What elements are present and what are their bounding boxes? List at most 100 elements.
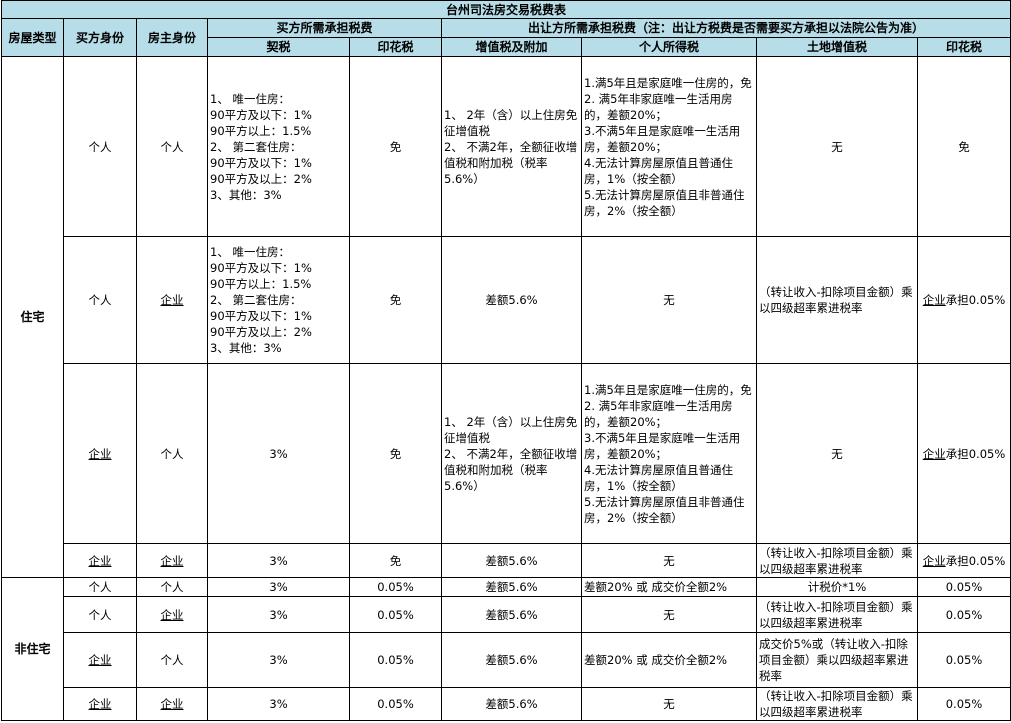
header-income-tax: 个人所得税 bbox=[581, 37, 757, 57]
header-deed-tax: 契税 bbox=[207, 37, 350, 57]
header-stamp-tax-seller: 印花税 bbox=[917, 37, 1011, 57]
header-stamp-tax-buyer: 印花税 bbox=[349, 37, 442, 57]
header-buyer-taxes: 买方所需承担税费 bbox=[207, 18, 442, 38]
table-row: 个人 企业 1、 唯一住房： 90平方及以下：1% 90平方以上：1.5% 2、 第… bbox=[2, 236, 1011, 364]
header-seller-taxes: 出让方所需承担税费（注：出让方税费是否需要买方承担以法院公告为准） bbox=[441, 18, 1011, 38]
table-row: 企业 个人 3% 0.05% 差额5.6% 差额20% 或 成交价全额2% 成交价5%或（转… bbox=[2, 632, 1011, 688]
stamp-s-cell: 0.05% bbox=[917, 632, 1011, 688]
owner-cell: 个人 bbox=[136, 577, 208, 597]
deed-cell: 3% bbox=[207, 577, 350, 597]
company-link[interactable]: 企业 bbox=[160, 697, 184, 711]
income-cell: 无 bbox=[581, 543, 757, 578]
table-row: 企业 企业 3% 免差额5.6% 无（转让收入-扣除项目金额）乘以四级超率累进税率 企业承… bbox=[2, 543, 1011, 578]
buyer-cell: 个人 bbox=[63, 56, 137, 237]
stamp-b-cell: 免 bbox=[349, 56, 442, 237]
owner-cell: 企业 bbox=[136, 687, 208, 721]
buyer-cell: 个人 bbox=[63, 577, 137, 597]
vat-cell: 1、 2年（含）以上住房免征增值税 2、 不满2年，全额征收增值税和附加税（税率… bbox=[441, 56, 582, 237]
stamp-s-cell: 企业承担0.05% bbox=[917, 543, 1011, 578]
stamp-tax-rest: 承担0.05% bbox=[945, 553, 1006, 568]
stamp-b-cell: 免 bbox=[349, 236, 442, 364]
table-title: 台州司法房交易税费表 bbox=[1, 0, 1011, 19]
header-buyer: 买方身份 bbox=[63, 18, 137, 57]
stamp-b-cell: 免 bbox=[349, 543, 442, 578]
header-land-vat: 土地增值税 bbox=[756, 37, 918, 57]
header-owner: 房主身份 bbox=[136, 18, 208, 57]
stamp-s-cell: 0.05% bbox=[917, 577, 1011, 597]
table-row: 个人 企业 3% 0.05% 差额5.6% 无（转让收入-扣除项目金额）乘以四级超率累进税… bbox=[2, 596, 1011, 633]
stamp-s-cell: 免 bbox=[917, 56, 1011, 237]
company-link[interactable]: 企业 bbox=[88, 697, 112, 711]
owner-cell: 个人 bbox=[136, 632, 208, 688]
stamp-b-cell: 0.05% bbox=[349, 577, 442, 597]
header-vat: 增值税及附加 bbox=[441, 37, 582, 57]
buyer-cell: 企业 bbox=[63, 363, 137, 544]
house-type-cell: 住宅 bbox=[1, 56, 64, 578]
buyer-cell: 个人 bbox=[63, 596, 137, 633]
buyer-cell: 企业 bbox=[63, 632, 137, 688]
stamp-tax-rest: 承担0.05% bbox=[945, 293, 1006, 307]
deed-cell: 3% bbox=[207, 632, 350, 688]
land-cell: （转让收入-扣除项目金额）乘以四级超率累进税率 bbox=[756, 596, 918, 633]
deed-cell: 3% bbox=[207, 687, 350, 721]
stamp-s-cell: 企业承担0.05% bbox=[917, 236, 1011, 364]
table-row: 非住宅 个人 个人 3% 0.05% 差额5.6% 差额20% 或 成交价全额2% 计税价*1… bbox=[1, 577, 1011, 721]
land-cell: 无 bbox=[756, 56, 918, 237]
stamp-s-cell: 0.05% bbox=[917, 596, 1011, 633]
owner-cell: 个人 bbox=[136, 56, 208, 237]
income-cell: 差额20% 或 成交价全额2% bbox=[581, 632, 757, 688]
deed-cell: 3% bbox=[207, 596, 350, 633]
owner-cell: 个人 bbox=[136, 363, 208, 544]
income-cell: 无 bbox=[581, 236, 757, 364]
buyer-cell: 个人 bbox=[63, 236, 137, 364]
vat-cell: 1、 2年（含）以上住房免征增值税 2、 不满2年，全额征收增值税和附加税（税率… bbox=[441, 363, 582, 544]
company-link[interactable]: 企业 bbox=[88, 653, 112, 667]
owner-cell: 企业 bbox=[136, 236, 208, 364]
income-cell: 无 bbox=[581, 596, 757, 633]
vat-cell: 差额5.6% bbox=[441, 632, 582, 688]
stamp-b-cell: 0.05% bbox=[349, 632, 442, 688]
company-link[interactable]: 企业 bbox=[88, 553, 112, 568]
stamp-s-cell: 企业承担0.05% bbox=[917, 363, 1011, 544]
vat-cell: 差额5.6% bbox=[441, 236, 582, 364]
company-link[interactable]: 企业 bbox=[88, 446, 112, 461]
deed-cell: 1、 唯一住房： 90平方及以下：1% 90平方以上：1.5% 2、 第二套住房… bbox=[207, 236, 350, 364]
table-row: 企业 企业 3% 0.05% 差额5.6% 无（转让收入-扣除项目金额）乘以四级超率累进税… bbox=[2, 687, 1011, 721]
company-link[interactable]: 企业 bbox=[160, 553, 184, 568]
stamp-b-cell: 0.05% bbox=[349, 687, 442, 721]
income-cell: 无 bbox=[581, 687, 757, 721]
company-link[interactable]: 企业 bbox=[160, 607, 184, 622]
header-house-type: 房屋类型 bbox=[1, 18, 64, 57]
vat-cell: 差额5.6% bbox=[441, 577, 582, 597]
owner-cell: 企业 bbox=[136, 596, 208, 633]
vat-cell: 差额5.6% bbox=[441, 543, 582, 578]
income-cell: 差额20% 或 成交价全额2% bbox=[581, 577, 757, 597]
company-link[interactable]: 企业 bbox=[922, 293, 946, 307]
table-row: 企业 个人 3% 免 1、 2年（含）以上住房免征增值税 2、 不满2年，全额征收增值税… bbox=[2, 363, 1011, 544]
deed-cell: 1、 唯一住房： 90平方及以下：1% 90平方以上：1.5% 2、 第二套住房… bbox=[207, 56, 350, 237]
stamp-b-cell: 0.05% bbox=[349, 596, 442, 633]
stamp-s-cell: 0.05% bbox=[917, 687, 1011, 721]
land-cell: （转让收入-扣除项目金额）乘以四级超率累进税率 bbox=[756, 236, 918, 364]
land-cell: 计税价*1% bbox=[756, 577, 918, 597]
company-link[interactable]: 企业 bbox=[922, 553, 946, 568]
deed-cell: 3% bbox=[207, 543, 350, 578]
buyer-cell: 企业 bbox=[63, 687, 137, 721]
income-cell: 1.满5年且是家庭唯一住房的，免 2. 满5年非家庭唯一生活用房的，差额20%；… bbox=[581, 56, 757, 237]
owner-cell: 企业 bbox=[136, 543, 208, 578]
land-cell: （转让收入-扣除项目金额）乘以四级超率累进税率 bbox=[756, 543, 918, 578]
vat-cell: 差额5.6% bbox=[441, 687, 582, 721]
deed-cell: 3% bbox=[207, 363, 350, 544]
company-link[interactable]: 企业 bbox=[160, 293, 184, 307]
vat-cell: 差额5.6% bbox=[441, 596, 582, 633]
company-link[interactable]: 企业 bbox=[922, 446, 946, 461]
house-type-cell: 非住宅 bbox=[1, 577, 64, 721]
land-cell: （转让收入-扣除项目金额）乘以四级超率累进税率 bbox=[756, 687, 918, 721]
table-row: 住宅 个人 个人 1、 唯一住房： 90平方及以下：1% 90平方以上：1.5% 2、… bbox=[1, 56, 1011, 578]
stamp-b-cell: 免 bbox=[349, 363, 442, 544]
land-cell: 成交价5%或（转让收入-扣除项目金额）乘以四级超率累进税率 bbox=[756, 632, 918, 688]
land-cell: 无 bbox=[756, 363, 918, 544]
stamp-tax-rest: 承担0.05% bbox=[945, 446, 1006, 461]
income-cell: 1.满5年且是家庭唯一住房的，免 2. 满5年非家庭唯一生活用房的，差额20%；… bbox=[581, 363, 757, 544]
